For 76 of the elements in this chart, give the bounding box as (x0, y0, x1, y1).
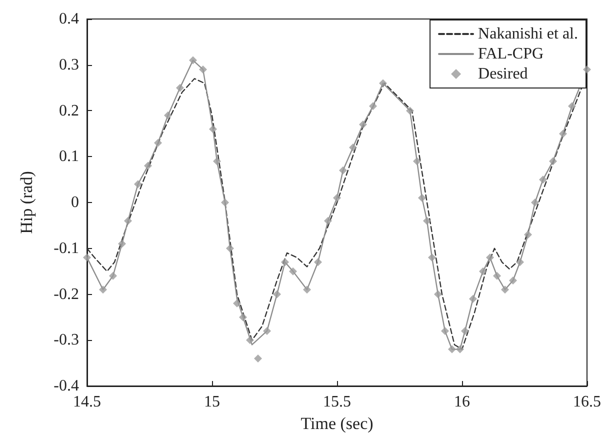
point (239, 313, 247, 322)
x-tick-label: 14.5 (73, 394, 101, 410)
point (324, 216, 332, 225)
point (289, 267, 297, 276)
point (418, 194, 426, 202)
point (559, 130, 567, 138)
point (233, 299, 241, 308)
point (434, 290, 442, 298)
point (509, 276, 517, 284)
point (441, 326, 449, 335)
point (124, 216, 132, 225)
point (379, 79, 387, 88)
point (539, 176, 547, 184)
point (423, 216, 431, 225)
y-tick-label: -0.3 (54, 332, 79, 349)
point (339, 166, 347, 174)
y-tick-label: 0.4 (59, 10, 79, 28)
point (369, 102, 377, 110)
point (144, 162, 152, 170)
x-axis-title: Time (sec) (300, 414, 374, 433)
point (568, 102, 576, 110)
point (456, 345, 464, 354)
point (209, 125, 217, 134)
point (461, 326, 469, 335)
point (479, 267, 487, 276)
point (99, 286, 107, 294)
point (493, 272, 501, 280)
point (246, 336, 254, 344)
y-tick-label: 0.1 (59, 148, 79, 166)
point (109, 272, 117, 280)
y-tick-label: -0.1 (54, 240, 79, 257)
point (154, 138, 162, 147)
x-tick-label: 15 (204, 394, 220, 410)
point (349, 143, 357, 152)
point (524, 230, 532, 239)
y-tick-label: 0 (71, 194, 79, 211)
point (486, 254, 494, 262)
point (406, 106, 414, 115)
y-tick-label: 0.3 (59, 56, 79, 74)
x-tick-label: 16.5 (573, 394, 601, 410)
legend-label: Nakanishi et al. (478, 26, 578, 42)
point (448, 345, 456, 354)
point (428, 254, 436, 262)
point (413, 157, 421, 166)
point (333, 194, 341, 202)
legend-label: Desired (478, 66, 528, 82)
point (164, 111, 172, 120)
point (199, 65, 207, 74)
point (213, 157, 221, 166)
y-tick-label: 0.2 (59, 102, 79, 120)
point (359, 120, 367, 129)
point (281, 258, 289, 266)
point (83, 254, 91, 262)
point (226, 244, 234, 252)
point (549, 157, 557, 166)
point (303, 286, 311, 294)
point (176, 84, 184, 92)
point (516, 258, 524, 266)
point (254, 354, 262, 362)
point (273, 290, 281, 298)
point (134, 180, 142, 188)
point (583, 65, 591, 74)
y-tick-label: -0.4 (54, 378, 79, 394)
point (263, 326, 271, 335)
point (221, 198, 229, 206)
point (314, 258, 322, 266)
point (189, 56, 197, 64)
x-tick-label: 16 (454, 394, 470, 410)
point (501, 286, 509, 294)
y-axis-title: Hip (rad) (17, 171, 36, 234)
y-tick-label: -0.2 (54, 286, 79, 303)
legend-label: FAL-CPG (478, 46, 544, 62)
point (469, 294, 477, 303)
point (118, 240, 126, 248)
x-tick-label: 15.5 (323, 394, 351, 410)
point (531, 198, 539, 206)
